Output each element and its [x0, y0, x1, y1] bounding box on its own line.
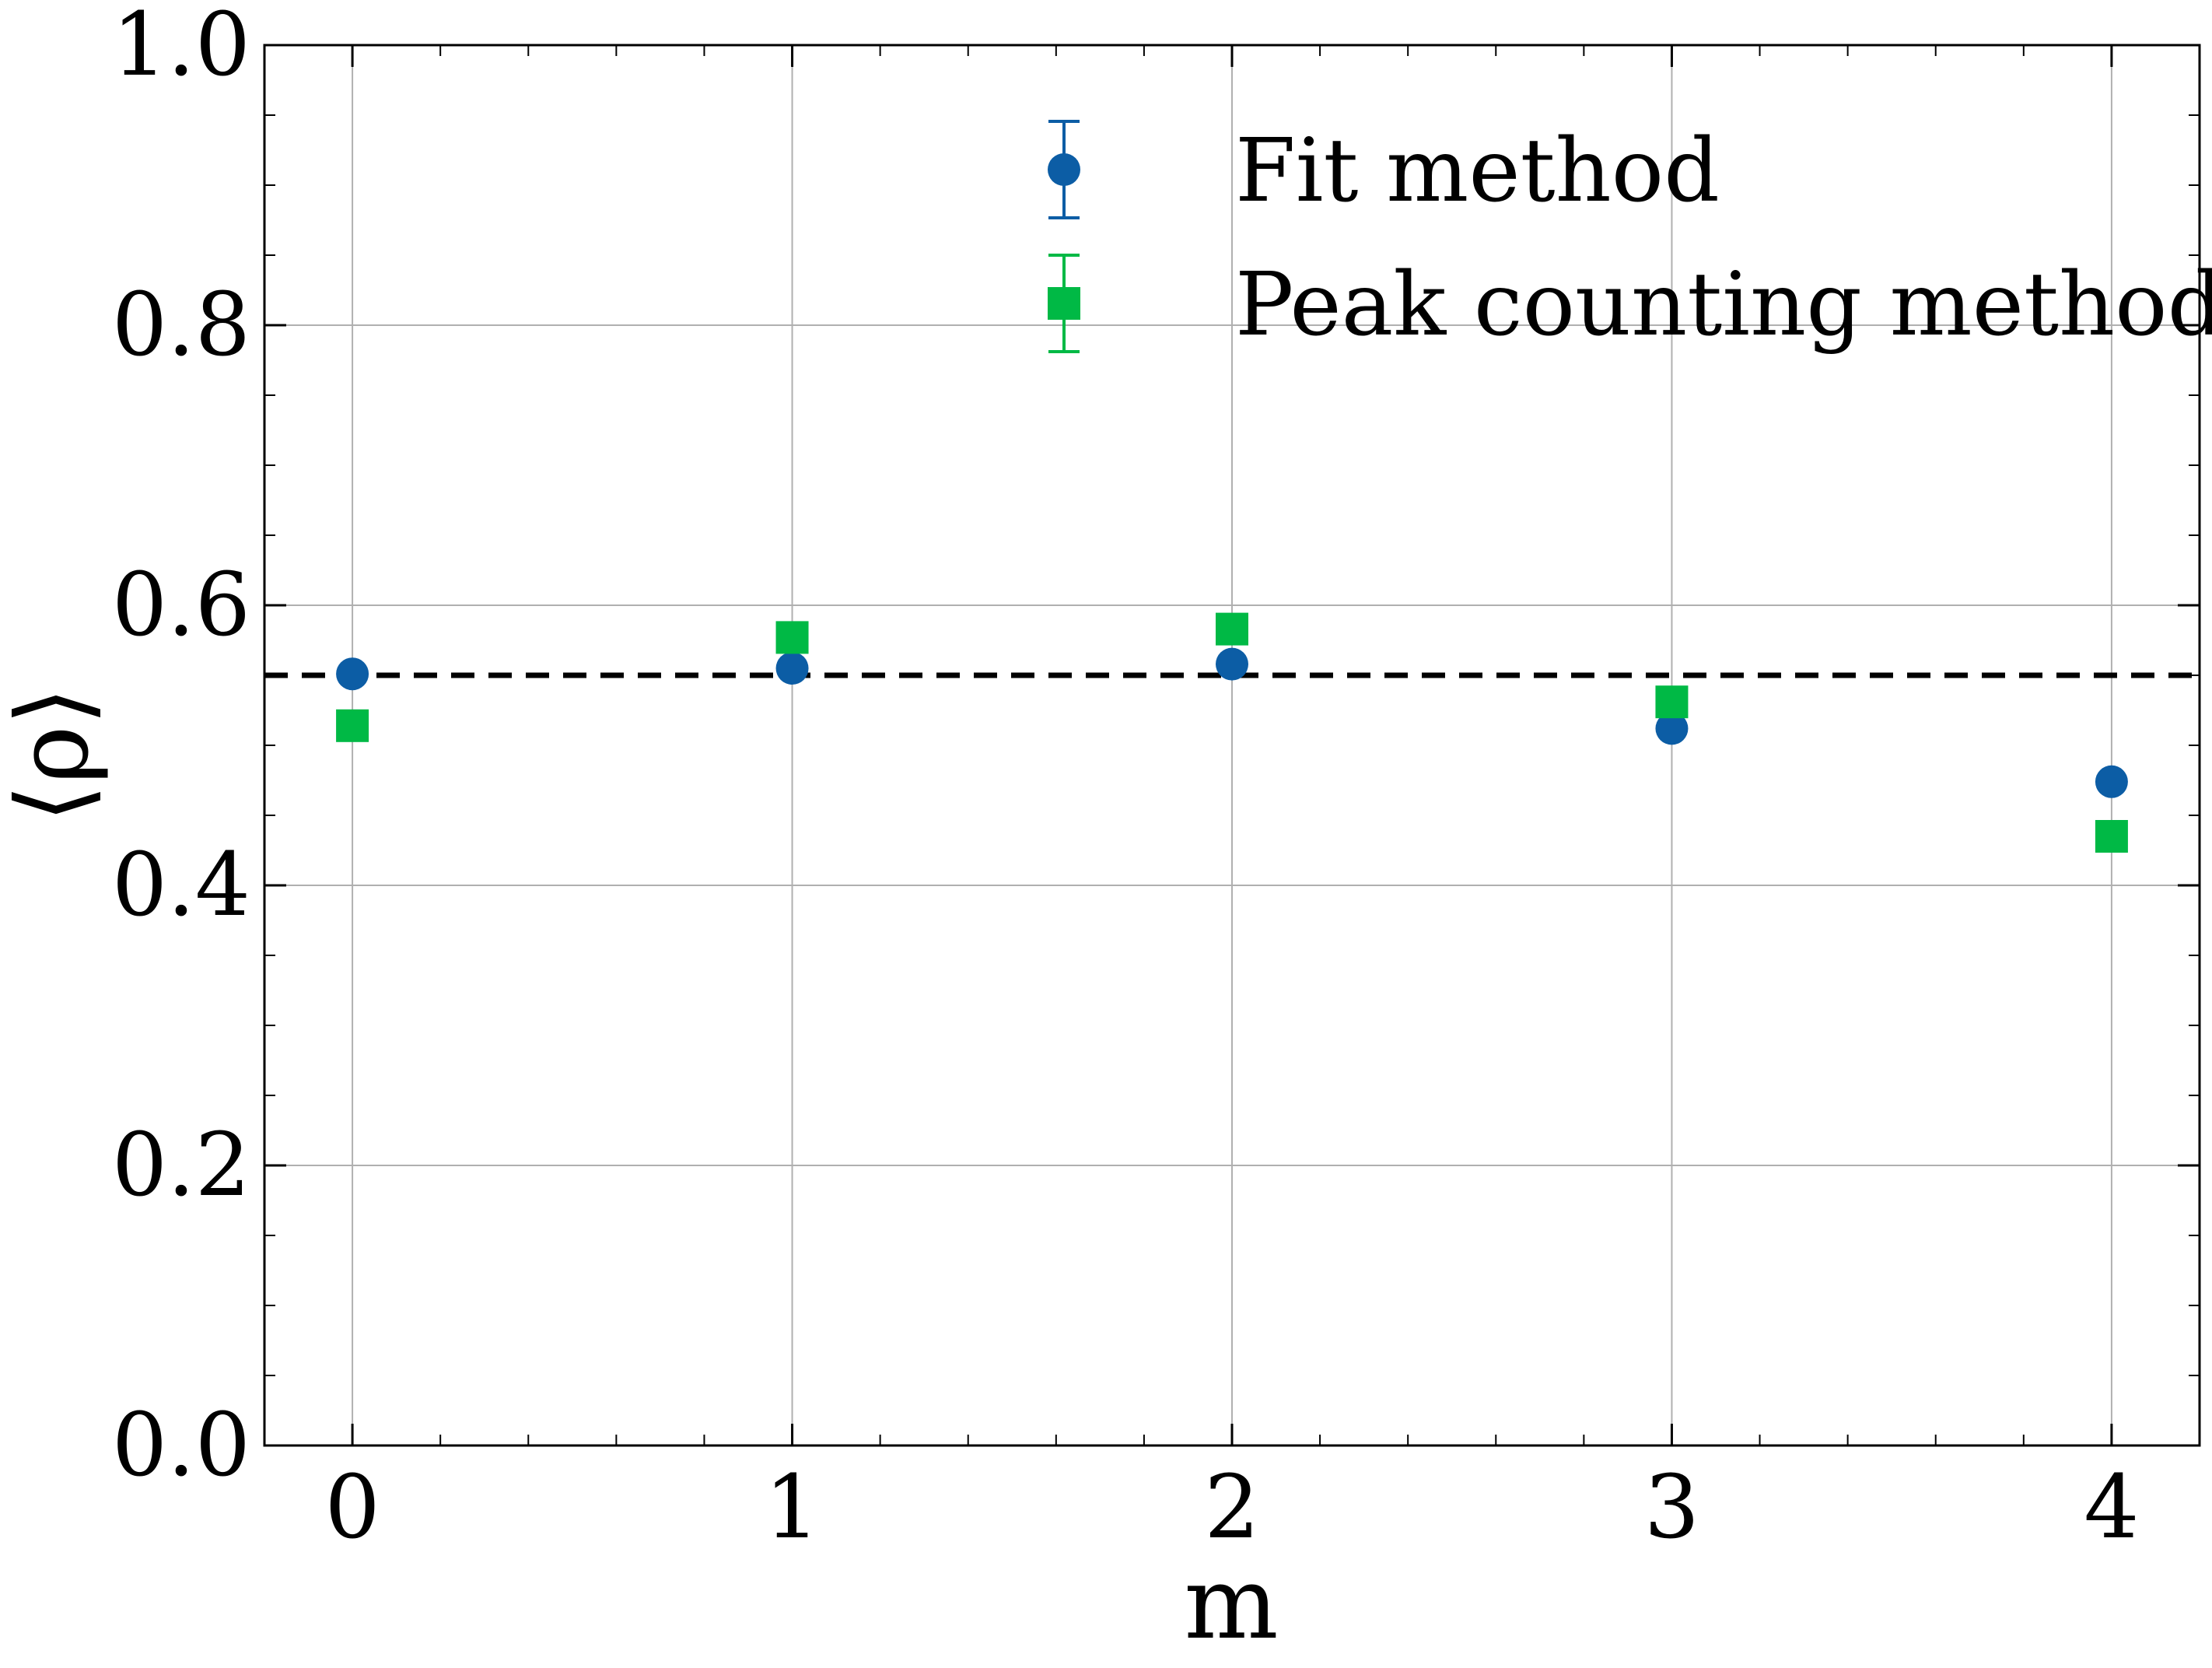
x-tick-label: 4 — [2084, 1457, 2139, 1558]
y-tick-label: 0.4 — [112, 835, 250, 936]
fit-method-point — [336, 657, 369, 691]
legend-marker — [1048, 287, 1080, 320]
fit-method-point — [2095, 765, 2128, 798]
data-points — [336, 612, 2128, 853]
y-tick-label: 1.0 — [112, 0, 250, 96]
peak-counting-point — [775, 621, 809, 654]
y-tick-label: 0.6 — [112, 555, 250, 656]
y-axis-label: ⟨ρ⟩ — [0, 686, 111, 822]
tick-labels: 0 1 2 3 4 0.0 0.2 0.4 0.6 0.8 1.0 — [112, 0, 2140, 1558]
peak-counting-point — [1655, 685, 1689, 719]
grid-lines — [264, 45, 2200, 1445]
peak-counting-point — [336, 709, 369, 742]
series-0 — [336, 647, 2128, 798]
legend-label: Peak counting method — [1235, 254, 2212, 356]
x-tick-label: 1 — [765, 1457, 820, 1558]
axis-ticks — [264, 44, 2200, 1447]
peak-counting-point — [1216, 612, 1248, 646]
x-axis-label: m — [1184, 1546, 1278, 1662]
peak-counting-point — [2095, 820, 2128, 853]
legend: Fit method Peak counting method — [1048, 120, 2212, 356]
y-tick-label: 0.0 — [112, 1395, 250, 1496]
legend-label: Fit method — [1235, 121, 1720, 222]
x-tick-label: 3 — [1644, 1457, 1699, 1558]
legend-marker — [1048, 153, 1080, 186]
fit-method-point — [775, 652, 809, 685]
y-tick-label: 0.8 — [112, 275, 250, 376]
fit-method-point — [1216, 647, 1248, 681]
fit-method-point — [1655, 712, 1689, 745]
x-tick-label: 2 — [1204, 1457, 1259, 1558]
y-tick-label: 0.2 — [112, 1115, 250, 1216]
series-1 — [336, 612, 2128, 853]
x-tick-label: 0 — [324, 1457, 380, 1558]
